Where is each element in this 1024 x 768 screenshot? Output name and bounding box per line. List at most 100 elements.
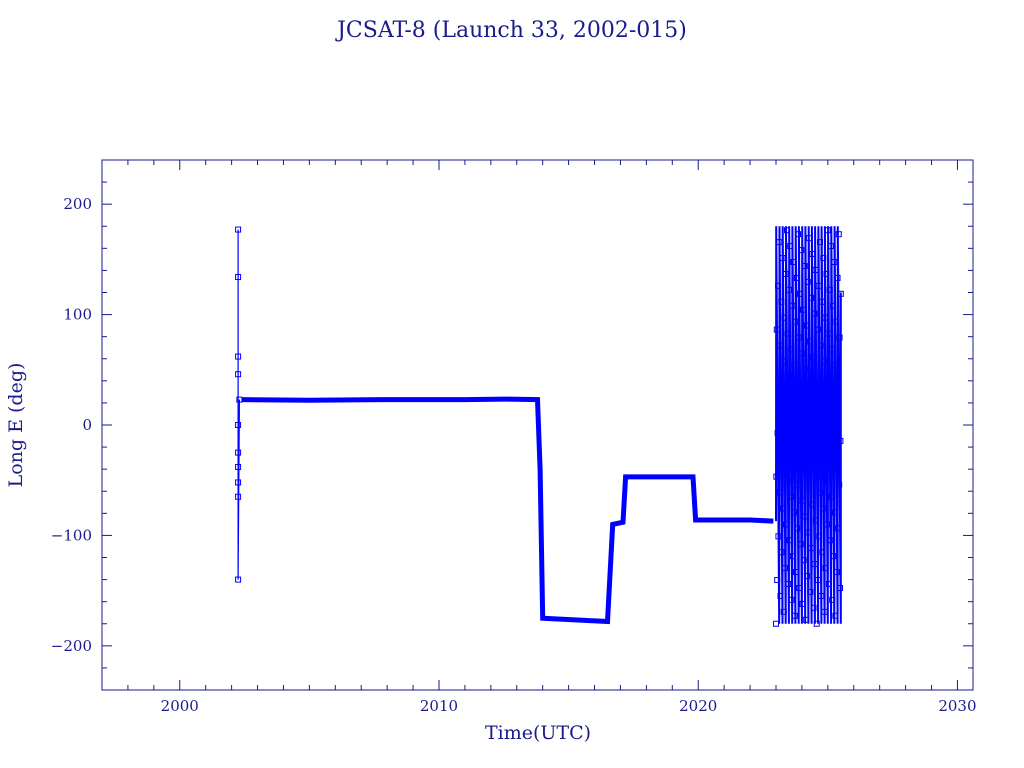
data-point-marker <box>811 561 818 568</box>
data-point-marker <box>798 247 805 254</box>
data-point-marker <box>805 382 812 389</box>
data-point-marker <box>805 529 812 536</box>
data-point-marker <box>832 362 839 369</box>
data-point-marker <box>835 231 842 238</box>
data-point-marker <box>792 569 799 576</box>
data-point-marker <box>781 314 788 321</box>
data-point-marker <box>831 259 838 266</box>
data-point-marker <box>821 358 828 365</box>
data-point-marker <box>831 509 838 516</box>
data-point-marker <box>816 533 823 540</box>
data-point-marker <box>772 620 779 627</box>
data-point-marker <box>236 396 243 403</box>
data-point-marker <box>796 584 803 591</box>
data-point-marker <box>777 445 784 452</box>
data-point-marker <box>806 235 813 242</box>
data-point-marker <box>775 282 782 289</box>
data-point-marker <box>822 565 829 572</box>
y-axis-label: Long E (deg) <box>5 363 27 488</box>
data-point-marker <box>833 318 840 325</box>
data-point-marker <box>791 612 798 619</box>
data-point-marker <box>235 463 242 470</box>
data-point-marker <box>779 505 786 512</box>
data-point-marker <box>809 251 816 258</box>
data-point-marker <box>780 358 787 365</box>
data-point-marker <box>810 457 817 464</box>
data-point-marker <box>801 513 808 520</box>
data-point-marker <box>832 612 839 619</box>
longitude-trace-thick <box>241 396 774 625</box>
data-point-marker <box>235 479 242 486</box>
y-tick-label: −200 <box>51 637 92 655</box>
data-point-marker <box>773 473 780 480</box>
data-point-marker <box>808 398 815 405</box>
data-point-marker <box>235 422 242 428</box>
data-point-marker <box>814 577 821 584</box>
data-point-marker <box>235 576 242 583</box>
data-point-marker <box>826 433 833 440</box>
data-point-marker <box>821 608 828 615</box>
data-point-marker <box>815 429 822 436</box>
data-point-marker <box>830 302 837 309</box>
data-point-marker <box>774 429 781 436</box>
data-point-marker <box>812 266 819 273</box>
data-point-marker <box>235 226 242 233</box>
data-point-marker <box>786 390 793 397</box>
data-point-marker <box>790 259 797 266</box>
data-point-marker <box>235 274 242 281</box>
data-point-marker <box>785 581 792 587</box>
data-point-marker <box>819 298 826 305</box>
data-point-marker <box>795 481 802 488</box>
data-point-marker <box>806 485 813 492</box>
data-point-marker <box>779 255 786 262</box>
data-point-marker <box>788 346 795 353</box>
data-point-marker <box>836 481 843 488</box>
data-point-marker <box>837 437 844 444</box>
data-point-marker <box>783 227 790 234</box>
data-point-marker <box>789 553 796 560</box>
data-point-marker <box>795 334 802 341</box>
data-point-marker <box>798 497 805 504</box>
data-point-marker <box>775 533 782 540</box>
data-point-marker <box>776 239 783 246</box>
data-point-marker <box>804 278 811 285</box>
data-point-marker <box>235 353 242 360</box>
data-point-marker <box>819 549 826 556</box>
data-point-marker <box>833 569 840 576</box>
data-point-marker <box>824 227 831 234</box>
data-point-marker <box>235 449 242 456</box>
data-point-marker <box>825 477 832 484</box>
data-point-marker <box>784 477 791 484</box>
longitude-drift-oscillation <box>775 226 842 624</box>
data-point-marker <box>794 378 801 385</box>
data-point-marker <box>793 274 800 281</box>
data-point-marker <box>797 394 804 401</box>
data-point-marker <box>832 465 839 472</box>
data-point-marker <box>834 274 841 281</box>
data-point-marker <box>821 461 828 468</box>
data-point-marker <box>810 354 817 361</box>
data-point-marker <box>783 374 790 381</box>
data-point-marker <box>802 366 809 373</box>
data-point-marker <box>812 414 819 421</box>
data-point-marker <box>780 608 787 615</box>
data-point-marker <box>789 302 796 309</box>
data-point-marker <box>788 596 795 603</box>
data-point-marker <box>799 600 806 607</box>
data-point-marker <box>813 620 820 627</box>
data-point-marker <box>817 489 824 496</box>
data-point-marker <box>809 501 816 508</box>
data-point-marker <box>837 290 844 297</box>
data-point-marker <box>797 290 804 297</box>
data-point-marker <box>827 390 834 397</box>
data-point-marker <box>778 549 785 556</box>
data-point-marker <box>788 449 795 456</box>
data-point-marker <box>823 521 830 528</box>
data-point-marker <box>235 493 242 500</box>
data-point-marker <box>817 342 824 349</box>
data-point-marker <box>792 465 799 472</box>
data-point-marker <box>235 371 242 378</box>
data-point-marker <box>836 334 843 341</box>
data-point-marker <box>828 243 835 250</box>
